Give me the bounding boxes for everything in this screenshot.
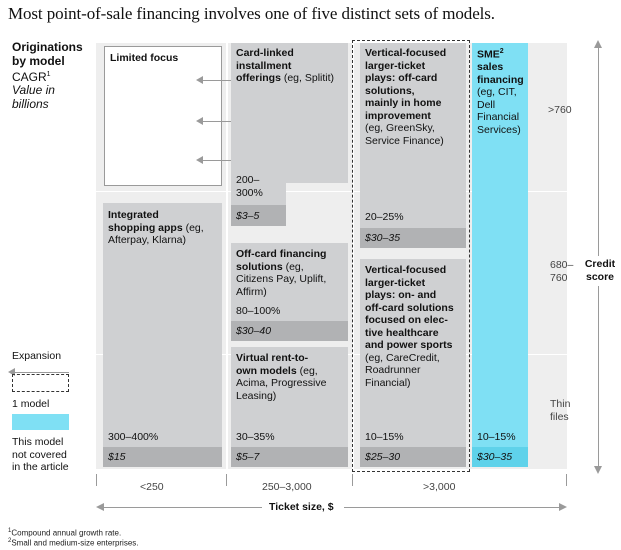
off-card-value: $30–40 (236, 325, 272, 337)
limited-focus-label: Limited focus (110, 52, 179, 64)
sme-value: $30–35 (477, 451, 513, 463)
credit-band-bottom: Thin files (550, 398, 571, 423)
vertical-offcard-text: Vertical-focused larger-ticket plays: of… (365, 47, 447, 147)
arrow-down-icon (594, 466, 602, 474)
credit-band-mid: 680– 760 (550, 259, 574, 284)
integrated-apps-cagr: 300–400% (108, 431, 159, 443)
vertical-offcard-value: $30–35 (365, 232, 401, 244)
ticket-band-right: >3,000 (423, 481, 456, 493)
integrated-apps-box (103, 203, 222, 467)
one-model-outline (352, 40, 470, 472)
credit-band-top: >760 (548, 104, 572, 116)
grid-line-3000 (352, 43, 354, 469)
sme-box (472, 43, 528, 467)
x-tick-end (566, 474, 567, 486)
off-card-text: Off-card financing solutions (eg, Citize… (236, 248, 327, 298)
sme-cagr: 10–15% (477, 431, 516, 443)
virtual-rto-value-strip (231, 447, 348, 467)
x-tick-0 (96, 474, 97, 486)
credit-label-bg (582, 256, 618, 286)
legend-value-line1: Value in (12, 83, 55, 97)
card-linked-value-strip (231, 205, 286, 226)
vertical-onoff-cagr: 10–15% (365, 431, 404, 443)
integrated-apps-text: Integrated shopping apps (eg, Afterpay, … (108, 209, 204, 246)
footnote-1: 1Compound annual growth rate. (8, 528, 122, 538)
legend-cagr: CAGR1 (12, 70, 51, 84)
virtual-rto-text: Virtual rent-to- own models (eg, Acima, … (236, 352, 327, 402)
card-linked-value: $3–5 (236, 210, 260, 222)
chart-title: Most point-of-sale financing involves on… (8, 4, 495, 23)
x-tick-3000 (352, 474, 353, 486)
legend-heading-line1: Originations (12, 40, 83, 54)
limited-focus-box: Limited focus (104, 46, 222, 186)
sme-text: SME2 sales financing (eg, CIT, Dell Fina… (477, 48, 524, 136)
arrow-right-icon (559, 503, 567, 511)
arrow-up-icon (594, 40, 602, 48)
vertical-onoff-value-strip (360, 447, 466, 467)
grid-line-760 (96, 191, 567, 192)
card-linked-text: Card-linked installment offerings (eg, S… (236, 47, 335, 84)
legend-arrowhead-icon (8, 368, 15, 376)
expansion-arrow-3 (203, 160, 231, 161)
ticket-band-mid: 250–3,000 (262, 481, 312, 493)
integrated-apps-value: $15 (108, 451, 126, 463)
arrow-left-icon (196, 76, 203, 84)
x-tick-250 (226, 474, 227, 486)
legend-not-covered-label: This model not covered in the article (12, 436, 69, 473)
card-linked-box-top (231, 43, 348, 183)
ticket-label-bg (262, 500, 344, 515)
vertical-onoff-box (360, 259, 466, 467)
vertical-onoff-text: Vertical-focused larger-ticket plays: on… (365, 264, 454, 389)
vertical-onoff-value: $25–30 (365, 451, 401, 463)
legend-heading-line2: by model (12, 54, 65, 68)
sme-value-strip (472, 447, 528, 467)
off-card-value-strip (231, 321, 348, 341)
arrow-left-icon (196, 117, 203, 125)
legend-not-covered-swatch (12, 414, 69, 430)
arrow-left-icon (96, 503, 104, 511)
legend-value-line2: billions (12, 97, 49, 111)
virtual-rto-value: $5–7 (236, 451, 260, 463)
legend-expansion-label: Expansion (12, 350, 62, 362)
vertical-offcard-value-strip (360, 228, 466, 248)
off-card-cagr: 80–100% (236, 305, 281, 317)
legend-one-model-swatch (12, 374, 69, 392)
credit-score-label: Credit score (584, 258, 616, 283)
legend-one-model-label: 1 model (12, 398, 50, 410)
virtual-rto-cagr: 30–35% (236, 431, 275, 443)
expansion-arrow-1 (203, 80, 231, 81)
ticket-size-label: Ticket size, $ (269, 501, 334, 513)
arrow-left-icon (196, 156, 203, 164)
grid-line-250 (226, 43, 228, 469)
card-linked-cagr: 200– 300% (236, 174, 263, 199)
legend-expansion-arrow (14, 372, 69, 373)
expansion-arrow-2 (203, 121, 231, 122)
ticket-band-left: <250 (140, 481, 164, 493)
integrated-apps-value-strip (103, 447, 222, 467)
vertical-offcard-box (360, 43, 466, 248)
vertical-offcard-cagr: 20–25% (365, 211, 404, 223)
footnote-2: 2Small and medium-size enterprises. (8, 538, 139, 548)
